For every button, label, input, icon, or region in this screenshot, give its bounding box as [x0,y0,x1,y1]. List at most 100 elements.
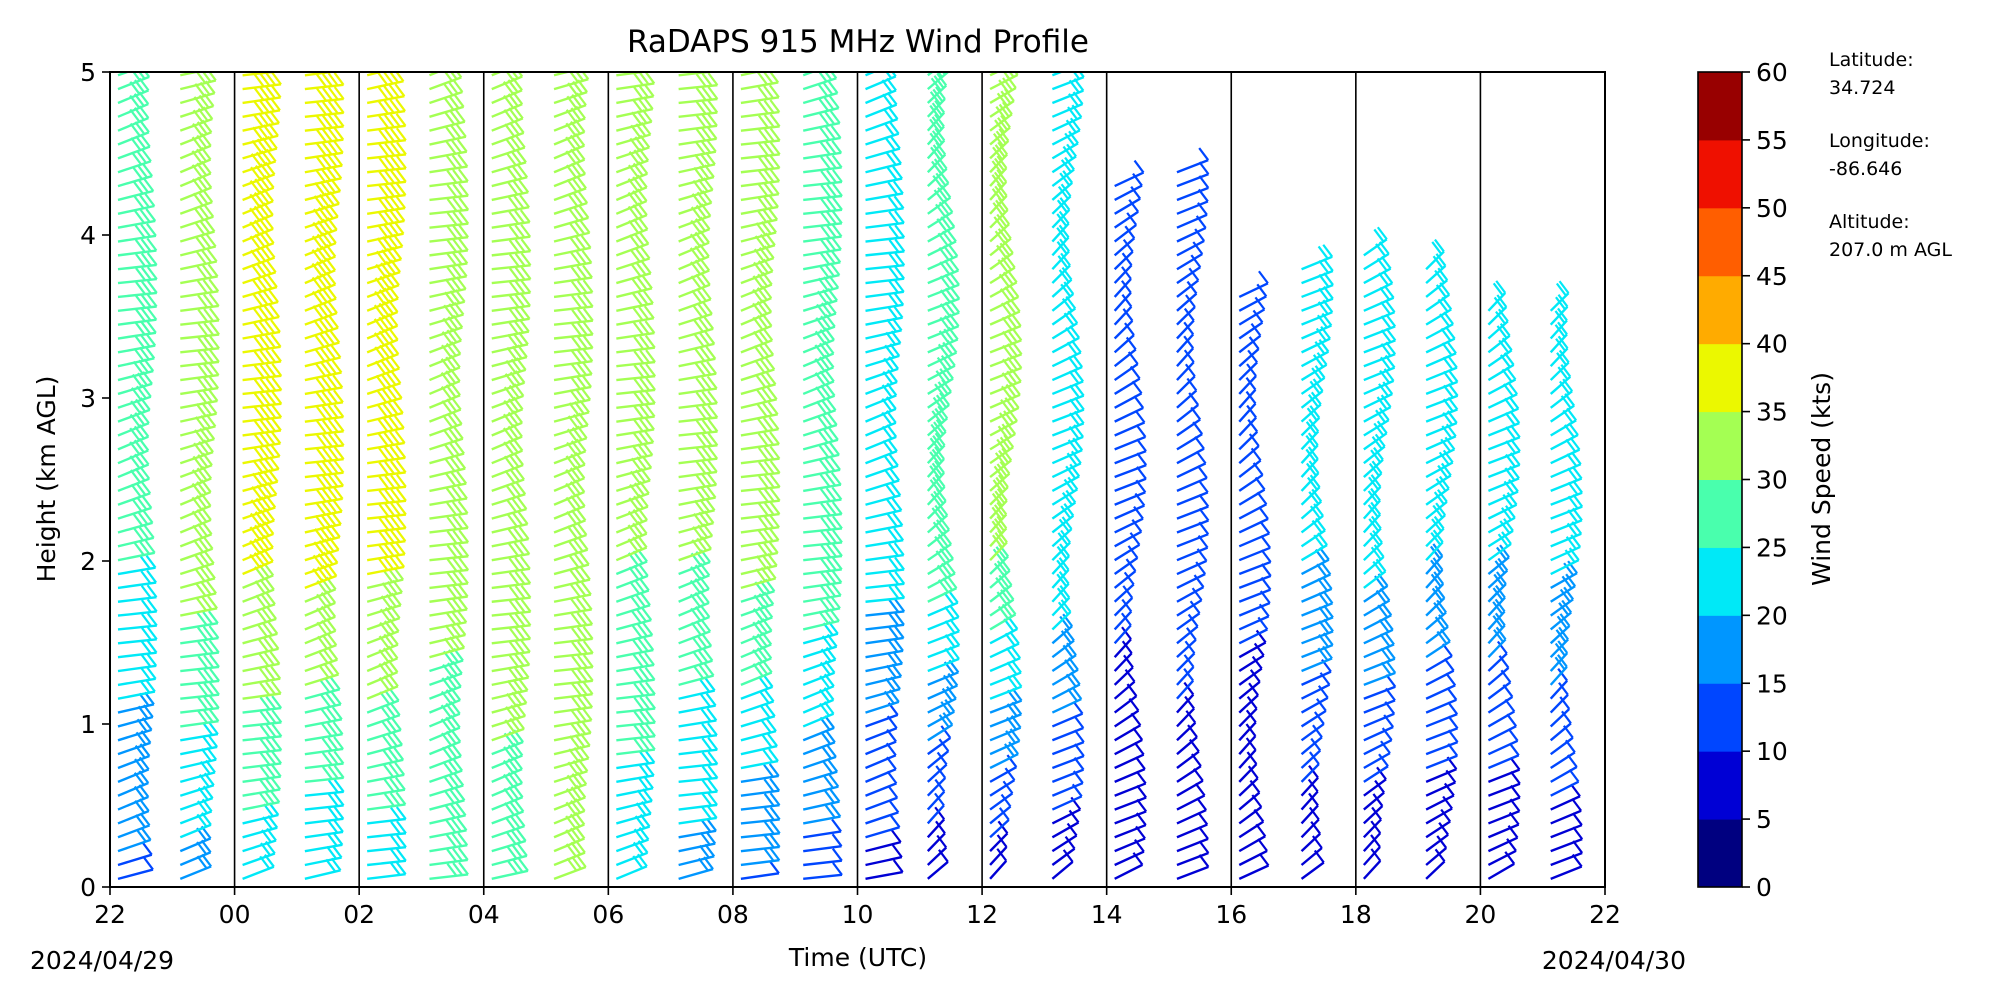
wind-barb-column-00 [242,72,283,880]
wind-barb-feather [259,392,271,406]
wind-barb-feather [332,498,343,513]
wind-barb-feather [1370,848,1382,862]
wind-barb-feather [931,102,943,116]
wind-barb [1176,533,1209,548]
wind-barb-feather [695,391,707,406]
wind-barb [989,237,1012,257]
wind-barb [1425,461,1454,479]
wind-barb-feather [934,383,945,397]
wind-barb [1051,394,1085,409]
wind-barb-feather [769,806,781,821]
wind-barb-feather [452,847,463,862]
wind-barb-feather [931,130,943,144]
wind-barb [1051,683,1081,700]
wind-barb [553,796,586,811]
wind-barb-feather [388,222,399,236]
wind-barb-feather [758,475,769,489]
wind-barb [1238,864,1270,880]
wind-barb-feather [699,272,711,286]
wind-barb-feather [830,582,842,597]
wind-barb [1051,668,1079,686]
wind-barb [1487,624,1506,645]
wind-barb [1176,546,1209,562]
wind-barb [1425,847,1448,866]
wind-barb [553,117,586,132]
wind-barb-feather [569,722,581,736]
wind-barb-feather [1198,147,1210,161]
wind-barb-feather [645,363,657,377]
wind-barb-feather [383,99,395,114]
wind-barb [1176,306,1196,326]
wind-barb-feather [134,239,146,253]
wind-barb-feather [1447,701,1459,715]
wind-barb-feather [251,278,263,292]
wind-barb [304,776,344,784]
wind-barb [740,685,773,700]
wind-barb [989,513,1008,534]
wind-barb-feather [825,472,837,487]
wind-barb-feather [520,585,532,599]
wind-barb-feather [1558,626,1569,641]
wind-barb-feather [452,79,464,93]
wind-barb [989,433,1016,451]
wind-barb [989,527,1008,548]
wind-barb [1363,778,1387,797]
wind-barb-feather [518,858,529,872]
wind-barb [179,186,212,202]
wind-barb-feather [582,626,594,640]
wind-barb [927,587,958,603]
wind-barb [366,324,398,340]
wind-barb-feather [996,183,1008,197]
wind-barb-feather [327,473,339,488]
wind-barb-feather [831,140,843,154]
wind-barb [989,613,1017,631]
wind-barb [803,859,842,867]
wind-barb-column-09 [802,72,843,881]
wind-barb-feather [135,135,146,149]
wind-barb-feather [389,196,401,210]
wind-barb-feather [325,346,336,360]
wind-barb-column-08 [740,72,781,881]
wind-barb [740,310,772,326]
wind-barb-feather [264,320,276,334]
wind-barb-feather [1056,545,1068,560]
wind-barb-feather [1373,447,1384,461]
wind-barb [1425,421,1458,437]
wind-barb [865,250,905,257]
wind-barb-feather [697,649,709,663]
wind-barb-feather [996,848,1008,862]
wind-barb [926,472,945,492]
wind-barb [1051,795,1083,811]
wind-barb-feather [991,534,1003,548]
wind-barb [1550,404,1575,423]
x-tick-label: 12 [966,900,998,929]
wind-barb-feather [396,834,407,848]
wind-barb-feather [644,652,655,666]
wind-barb-feather [763,169,775,183]
wind-barb-column-14 [1113,159,1148,880]
wind-barb-feather [763,778,775,793]
wind-barb [1487,754,1520,770]
wind-barb-feather [695,87,707,101]
wind-barb [1051,712,1084,728]
wind-barb-feather [888,279,899,294]
wind-barb-feather [885,152,897,166]
wind-barb-feather [820,399,832,413]
wind-barb-feather [1059,197,1071,211]
wind-barb-feather [516,496,528,510]
wind-barb [740,72,763,77]
wind-barb-feather [1186,280,1198,295]
wind-barb-feather [263,637,274,651]
wind-barb-feather [699,332,710,346]
wind-barb-feather [384,489,396,503]
wind-barb [1550,780,1580,797]
wind-barb-feather [384,516,395,530]
wind-barb-feather [645,377,656,391]
wind-barb [1176,462,1207,479]
wind-barb-feather [763,182,774,196]
colorbar-bin [1698,207,1742,277]
wind-barb-feather [203,550,215,565]
wind-barb-feather [518,526,530,540]
wind-barb [1238,503,1268,520]
wind-barb-feather [395,72,405,82]
